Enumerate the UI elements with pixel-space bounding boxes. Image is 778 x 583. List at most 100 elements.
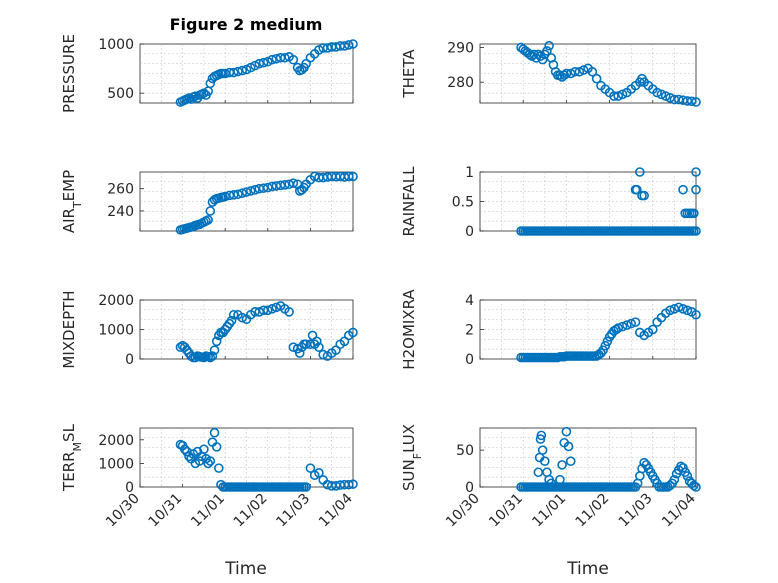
data-point (305, 463, 316, 473)
data-series (175, 171, 358, 235)
x-axis-label-right: Time (566, 559, 609, 579)
data-point (288, 178, 299, 188)
data-point (245, 186, 256, 196)
data-point (209, 345, 220, 355)
data-point (591, 73, 602, 84)
x-tick-label: 10/31 (146, 491, 186, 531)
subplot-7: 0 1000 2000 10/30 10/31 11/01 11/02 11/03 11/04 T… (60, 423, 358, 531)
data-point (652, 87, 662, 98)
data-point (228, 67, 239, 78)
data-point (635, 167, 645, 177)
data-point (258, 57, 269, 68)
data-point (691, 167, 701, 177)
subplot-1: 500 1000 PRESSURE (60, 34, 358, 113)
data-point (536, 430, 547, 441)
data-point (578, 65, 589, 75)
x-tick-label: 11/02 (231, 491, 271, 531)
subplot-5: 0 1000 2000 MIXDEPTH (60, 290, 358, 369)
data-point (617, 321, 628, 332)
data-point (535, 434, 546, 444)
x-tick-label: 11/01 (188, 491, 228, 531)
data-series (175, 427, 358, 492)
data-point (691, 184, 701, 195)
y-axis-label: MIXDEPTH (60, 290, 78, 368)
data-point (555, 474, 565, 485)
data-series (516, 167, 701, 236)
y-tick-label: 240 (107, 204, 134, 220)
data-point (689, 208, 699, 219)
data-point (537, 54, 548, 65)
data-point (209, 427, 220, 438)
y-tick-label: 2000 (98, 293, 134, 309)
data-point (284, 306, 294, 317)
subplot-4: 0 0.5 1 RAINFALL (400, 165, 701, 240)
data-point (237, 65, 248, 76)
data-point (639, 190, 649, 201)
data-point (660, 91, 671, 101)
y-tick-label: 1000 (98, 37, 134, 53)
data-point (609, 91, 619, 101)
data-point (267, 304, 277, 314)
data-point (622, 320, 632, 330)
data-point (205, 206, 216, 216)
data-point (348, 327, 358, 338)
subplot-2: 280 290 THETA (400, 40, 701, 107)
data-point (537, 445, 548, 455)
data-point (226, 315, 237, 326)
data-point (669, 474, 680, 485)
data-point (587, 66, 598, 77)
data-point (570, 66, 580, 77)
data-point (539, 456, 550, 466)
x-tick-label: 11/03 (616, 491, 656, 531)
data-series (516, 426, 701, 492)
data-point (288, 54, 299, 65)
y-axis-label: AIRTEMP (60, 170, 84, 233)
data-point (258, 183, 269, 193)
x-tick-label: 10/30 (103, 491, 143, 531)
data-point (237, 188, 248, 198)
subplot-3: 240 260 AIRTEMP (60, 170, 358, 235)
y-tick-label: 1 (465, 165, 474, 181)
data-point (686, 96, 697, 107)
data-point (626, 318, 637, 329)
data-point (179, 444, 190, 455)
data-point (348, 171, 358, 182)
data-point (203, 458, 213, 469)
data-point (647, 324, 658, 335)
subplot-6: 0 2 4 H2OMIXRA (400, 289, 701, 370)
data-series (175, 39, 358, 107)
y-tick-label: 0 (465, 352, 474, 368)
y-tick-label: 4 (465, 293, 474, 309)
data-point (199, 444, 209, 455)
data-point (343, 479, 354, 490)
data-point (630, 317, 641, 327)
data-point (205, 352, 216, 363)
data-point (267, 54, 277, 65)
y-tick-label: 260 (107, 182, 134, 198)
y-tick-label: 2 (465, 323, 474, 339)
y-tick-label: 2000 (98, 433, 134, 449)
data-point (691, 226, 701, 236)
y-axis-label: RAINFALL (400, 166, 418, 237)
data-point (691, 97, 701, 107)
data-point (205, 78, 216, 89)
y-axis-label: H2OMIXRA (400, 289, 418, 370)
data-series (175, 301, 358, 363)
data-point (348, 479, 358, 489)
data-point (678, 304, 688, 314)
data-point (682, 471, 693, 481)
data-point (544, 40, 554, 51)
data-point (292, 343, 303, 354)
data-point (613, 323, 624, 333)
y-axis-label: PRESSURE (60, 34, 78, 113)
data-point (237, 312, 248, 323)
data-point (665, 92, 675, 103)
data-point (311, 336, 322, 347)
y-tick-label: 0 (465, 224, 474, 240)
x-tick-label: 10/30 (443, 491, 483, 531)
data-point (563, 441, 574, 452)
data-point (574, 66, 585, 77)
y-axis-label: TERRMSL (60, 423, 84, 492)
data-point (561, 68, 572, 79)
x-tick-label: 10/31 (486, 491, 526, 531)
